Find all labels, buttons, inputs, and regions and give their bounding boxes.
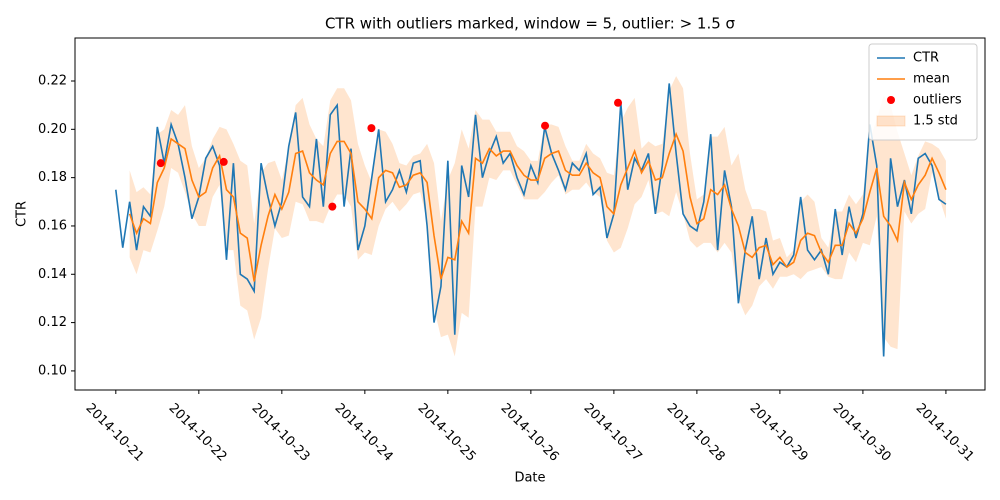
outlier-point [219,157,228,166]
legend-label: CTR [913,51,939,66]
y-tick-label: 0.22 [38,74,67,89]
legend-dot [887,96,895,104]
legend-label: outliers [913,93,962,108]
outlier-point [367,124,376,133]
x-axis-label: Date [514,471,545,486]
y-tick-label: 0.20 [38,122,67,137]
y-tick-label: 0.16 [38,218,67,233]
axes-frame [74,37,986,391]
outlier-point [614,98,623,107]
y-tick-label: 0.12 [38,315,67,330]
legend-box [868,43,978,141]
legend-patch [876,115,906,127]
y-axis-label: CTR [15,201,30,227]
legend-label: mean [913,72,950,87]
series-line [128,131,947,282]
chart-title: CTR with outliers marked, window = 5, ou… [325,15,736,33]
outlier-point [156,159,165,168]
y-tick-label: 0.10 [38,363,67,378]
plot-area [115,76,947,357]
y-tick-label: 0.14 [38,267,67,282]
outlier-point [541,121,550,130]
legend-label: 1.5 std [913,114,958,129]
series-line [115,83,947,357]
outlier-point [328,202,337,211]
y-tick-label: 0.18 [38,170,67,185]
